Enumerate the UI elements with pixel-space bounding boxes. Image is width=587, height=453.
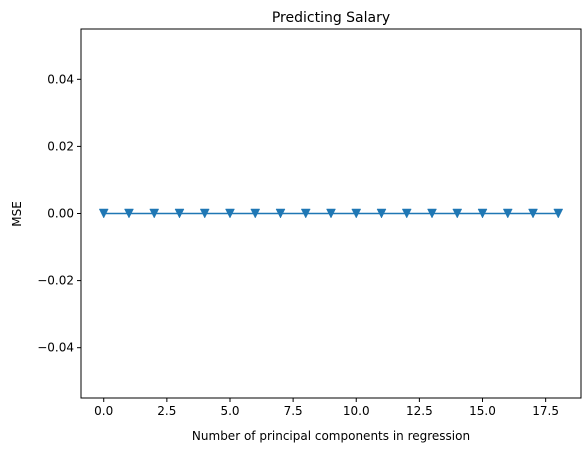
y-tick-label: −0.04 bbox=[37, 341, 74, 355]
plot-area bbox=[98, 208, 564, 219]
data-point-marker bbox=[250, 208, 261, 219]
data-point-marker bbox=[401, 208, 412, 219]
y-axis-ticks: −0.04 −0.02 0.00 0.02 0.04 bbox=[37, 72, 81, 355]
data-point-marker bbox=[124, 208, 134, 219]
x-tick-label: 10.0 bbox=[343, 404, 370, 418]
x-tick-label: 17.5 bbox=[532, 404, 559, 418]
data-point-marker bbox=[326, 208, 336, 219]
y-tick-label: 0.04 bbox=[47, 72, 74, 86]
x-tick-label: 12.5 bbox=[406, 404, 433, 418]
data-point-marker bbox=[452, 208, 463, 219]
data-point-marker bbox=[149, 208, 160, 219]
x-tick-label: 0.0 bbox=[94, 404, 113, 418]
x-tick-label: 2.5 bbox=[157, 404, 176, 418]
x-tick-label: 7.5 bbox=[284, 404, 303, 418]
data-point-marker bbox=[300, 208, 311, 219]
x-axis-ticks: 0.0 2.5 5.0 7.5 10.0 12.5 15.0 17.5 bbox=[94, 398, 559, 418]
data-point-marker bbox=[275, 208, 286, 219]
data-point-marker bbox=[427, 208, 437, 219]
y-tick-label: 0.02 bbox=[47, 139, 74, 153]
data-point-marker bbox=[528, 208, 538, 219]
data-point-marker bbox=[98, 208, 109, 219]
y-axis-label: MSE bbox=[10, 201, 24, 227]
chart-title: Predicting Salary bbox=[272, 10, 390, 26]
y-tick-label: −0.02 bbox=[37, 274, 74, 288]
x-axis-label: Number of principal components in regres… bbox=[192, 429, 470, 443]
data-point-marker bbox=[477, 208, 488, 219]
data-point-marker bbox=[174, 208, 185, 219]
data-point-marker bbox=[199, 208, 210, 219]
data-point-marker bbox=[553, 208, 564, 219]
y-tick-label: 0.00 bbox=[47, 207, 74, 221]
data-point-marker bbox=[225, 208, 235, 219]
data-point-marker bbox=[351, 208, 362, 219]
plot-frame bbox=[80, 28, 582, 399]
data-point-marker bbox=[502, 208, 513, 219]
data-point-marker bbox=[376, 208, 387, 219]
x-tick-label: 15.0 bbox=[469, 404, 496, 418]
x-tick-label: 5.0 bbox=[220, 404, 239, 418]
